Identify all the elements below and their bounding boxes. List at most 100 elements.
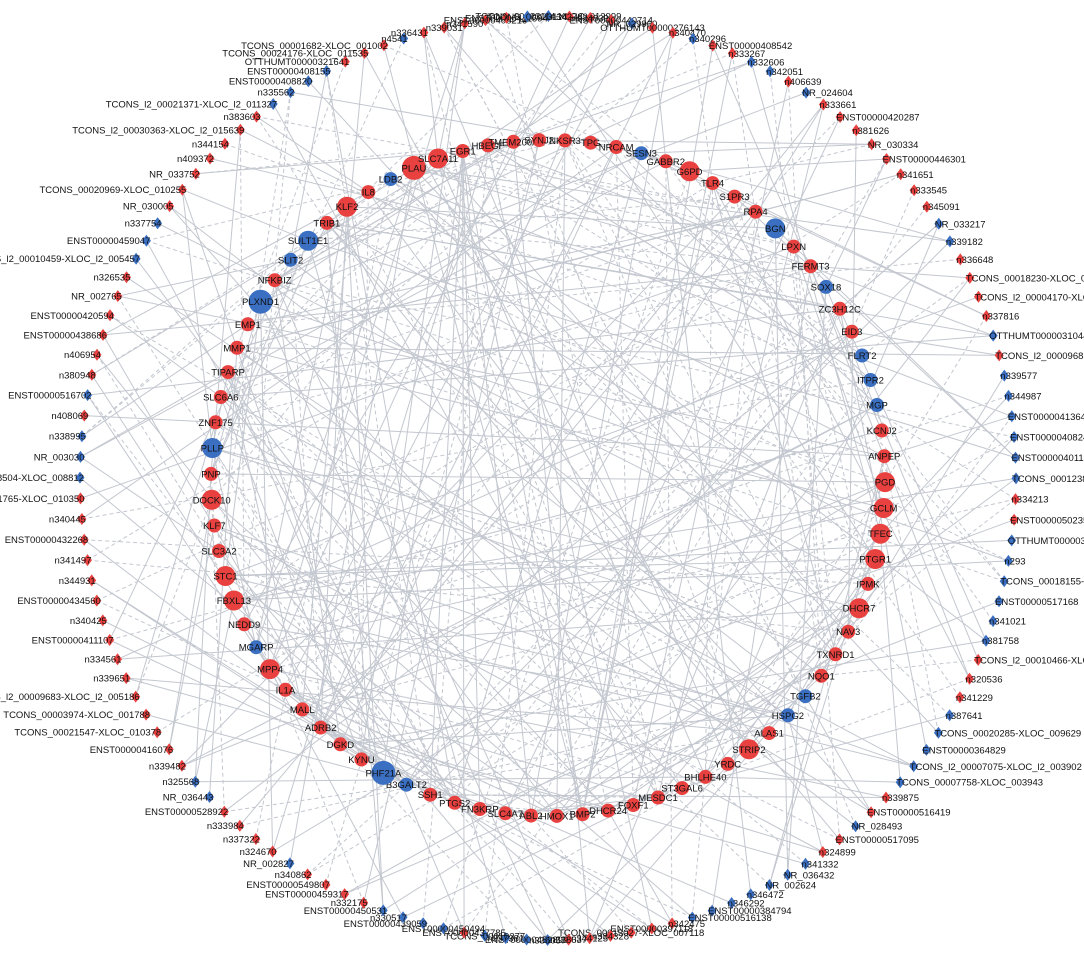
mrna-node-circle[interactable] (727, 189, 742, 204)
lncrna-node-n337816[interactable]: n337816 (981, 310, 1019, 323)
lncrna-node-n340470[interactable]: n340470 (668, 26, 706, 40)
lncrna-node-n408069[interactable]: n408069 (51, 409, 89, 423)
lncrna-node-diamond[interactable] (87, 574, 97, 587)
lncrna-node-diamond[interactable] (818, 846, 828, 858)
lncrna-node-n342051[interactable]: n342051 (765, 65, 803, 78)
lncrna-node-enst00000432268[interactable]: ENST00000432268 (5, 533, 89, 547)
mrna-node-slc6a6[interactable]: SLC6A6 (203, 390, 238, 404)
lncrna-node-n334213[interactable]: n334213 (1011, 493, 1048, 506)
mrna-node-yrdc[interactable]: YRDC (714, 756, 741, 771)
lncrna-node-diamond[interactable] (77, 430, 87, 443)
mrna-node-circle[interactable] (765, 218, 786, 239)
mrna-node-circle[interactable] (532, 133, 547, 148)
mrna-node-circle[interactable] (202, 438, 223, 458)
lncrna-node-tcons-00024176-xloc-011535[interactable]: TCONS_00024176-XLOC_011535 (222, 47, 369, 60)
lncrna-node-n340445[interactable]: n340445 (49, 513, 87, 526)
mrna-node-kynu[interactable]: KYNU (348, 752, 375, 767)
mrna-node-itpr2[interactable]: ITPR2 (857, 373, 884, 387)
mrna-node-hspg2[interactable]: HSPG2 (772, 708, 804, 723)
lncrna-node-nr-036432[interactable]: NR_036432 (783, 868, 834, 882)
lncrna-node-diamond[interactable] (141, 234, 151, 247)
lncrna-node-diamond[interactable] (783, 868, 793, 881)
mrna-node-circle[interactable] (877, 449, 892, 464)
mrna-node-circle[interactable] (658, 154, 673, 169)
lncrna-node-diamond[interactable] (399, 32, 409, 45)
lncrna-node-n333267[interactable]: n333267 (727, 47, 765, 60)
mrna-node-hmox1[interactable]: HMOX1 (540, 808, 574, 823)
lncrna-node-enst00000502356[interactable]: ENST00000502356 (1009, 513, 1084, 527)
mrna-node-slc7a11[interactable]: SLC7A11 (418, 148, 458, 169)
lncrna-node-diamond[interactable] (481, 14, 490, 27)
lncrna-node-diamond[interactable] (973, 653, 983, 666)
lncrna-node-n335562[interactable]: n335562 (258, 86, 295, 99)
mrna-node-circle[interactable] (583, 135, 598, 150)
lncrna-node-diamond[interactable] (177, 183, 187, 196)
mrna-node-circle[interactable] (319, 215, 334, 230)
lncrna-node-diamond[interactable] (113, 290, 123, 303)
mrna-node-circle[interactable] (249, 640, 264, 655)
lncrna-node-tcons-l2-00004170-xloc-l2-001954[interactable]: TCONS_l2_00004170-XLOC_l2_001954 (974, 290, 1084, 304)
lncrna-node-diamond[interactable] (205, 791, 214, 803)
lncrna-node-diamond[interactable] (933, 726, 943, 739)
lncrna-node-n332175[interactable]: n332175 (331, 896, 369, 910)
lncrna-node-n339651[interactable]: n339651 (93, 672, 131, 685)
lncrna-node-enst00000438686[interactable]: ENST00000438686 (24, 328, 108, 342)
mrna-node-circle[interactable] (333, 737, 348, 752)
lncrna-node-diamond[interactable] (164, 743, 174, 756)
mrna-node-circle[interactable] (626, 798, 641, 812)
mrna-node-mpp4[interactable]: MPP4 (257, 659, 283, 680)
lncrna-node-enst00000408155[interactable]: ENST00000408155 (247, 65, 332, 78)
lncrna-node-enst00000434560[interactable]: ENST00000434560 (17, 594, 102, 608)
lncrna-node-diamond[interactable] (668, 26, 678, 39)
lncrna-node-diamond[interactable] (648, 21, 657, 34)
mrna-node-tgfb2[interactable]: TGFB2 (790, 689, 821, 704)
lncrna-node-diamond[interactable] (882, 153, 891, 165)
lncrna-node-diamond[interactable] (522, 933, 532, 946)
lncrna-node-enst00000516419[interactable]: ENST00000516419 (866, 806, 951, 819)
mrna-node-circle[interactable] (455, 144, 470, 158)
lncrna-node-enst00000516702[interactable]: ENST00000516702 (8, 389, 93, 402)
lncrna-node-tcons-00023114[interactable]: TCONS_00023114 (487, 10, 567, 23)
mrna-node-fbxl13[interactable]: FBXL13 (217, 590, 251, 611)
mrna-node-emp1[interactable]: EMP1 (235, 317, 261, 332)
lncrna-node-diamond[interactable] (585, 11, 595, 24)
lncrna-node-diamond[interactable] (1011, 472, 1021, 485)
lncrna-node-diamond[interactable] (688, 32, 698, 45)
lncrna-node-otthumt00000323903[interactable]: OTTHUMT00000323903 (1007, 534, 1084, 547)
mrna-node-znf175[interactable]: ZNF175 (198, 415, 233, 430)
lncrna-node-diamond[interactable] (92, 348, 102, 361)
lncrna-node-nr-033217[interactable]: NR_033217 (934, 217, 986, 231)
mrna-node-circle[interactable] (705, 176, 720, 191)
lncrna-node-diamond[interactable] (122, 271, 131, 284)
mrna-node-tpg[interactable]: TPG (581, 135, 601, 150)
lncrna-node-diamond[interactable] (105, 309, 115, 322)
mrna-node-circle[interactable] (865, 549, 886, 569)
lncrna-node-tcons-l2-00009685-xloc-l2-005187[interactable]: TCONS_l2_00009685-XLOC_l2_005187 (994, 349, 1084, 362)
lncrna-node-tcons-00018155-xloc-008477[interactable]: TCONS_00018155-XLOC_008477 (999, 575, 1084, 588)
lncrna-node-n339031[interactable]: n339031 (426, 21, 463, 35)
mrna-node-circle[interactable] (447, 795, 462, 810)
lncrna-node-diamond[interactable] (764, 879, 774, 891)
mrna-node-circle[interactable] (371, 760, 396, 785)
mrna-node-circle[interactable] (748, 204, 763, 219)
lncrna-node-n339577[interactable]: n339577 (999, 369, 1037, 383)
lncrna-node-enst00000446301[interactable]: ENST00000446301 (882, 153, 966, 166)
lncrna-node-nr-003030[interactable]: NR_003030 (34, 450, 85, 464)
lncrna-node-diamond[interactable] (955, 691, 965, 704)
lncrna-node-diamond[interactable] (1009, 431, 1019, 443)
lncrna-node-enst00000364829[interactable]: ENST00000364829 (921, 743, 1006, 757)
lncrna-node-diamond[interactable] (851, 820, 861, 833)
mrna-node-circle[interactable] (428, 148, 448, 169)
mrna-node-circle[interactable] (267, 273, 282, 288)
lncrna-node-diamond[interactable] (909, 184, 919, 197)
lncrna-node-n337754[interactable]: n337754 (125, 217, 163, 230)
lncrna-node-diamond[interactable] (801, 86, 811, 99)
mrna-node-klf2[interactable]: KLF2 (336, 196, 359, 217)
lncrna-node-diamond[interactable] (121, 672, 131, 685)
lncrna-node-tcons-00023114-xloc-012999[interactable]: TCONS_00023114-XLOC_012999 (475, 10, 621, 23)
lncrna-node-diamond[interactable] (379, 39, 389, 52)
mrna-node-circle[interactable] (208, 415, 223, 430)
mrna-node-ssh1[interactable]: SSH1 (418, 787, 443, 802)
lncrna-node-n336431[interactable]: n336431 (391, 26, 429, 39)
lncrna-node-n337381[interactable]: n337381 (487, 932, 524, 945)
